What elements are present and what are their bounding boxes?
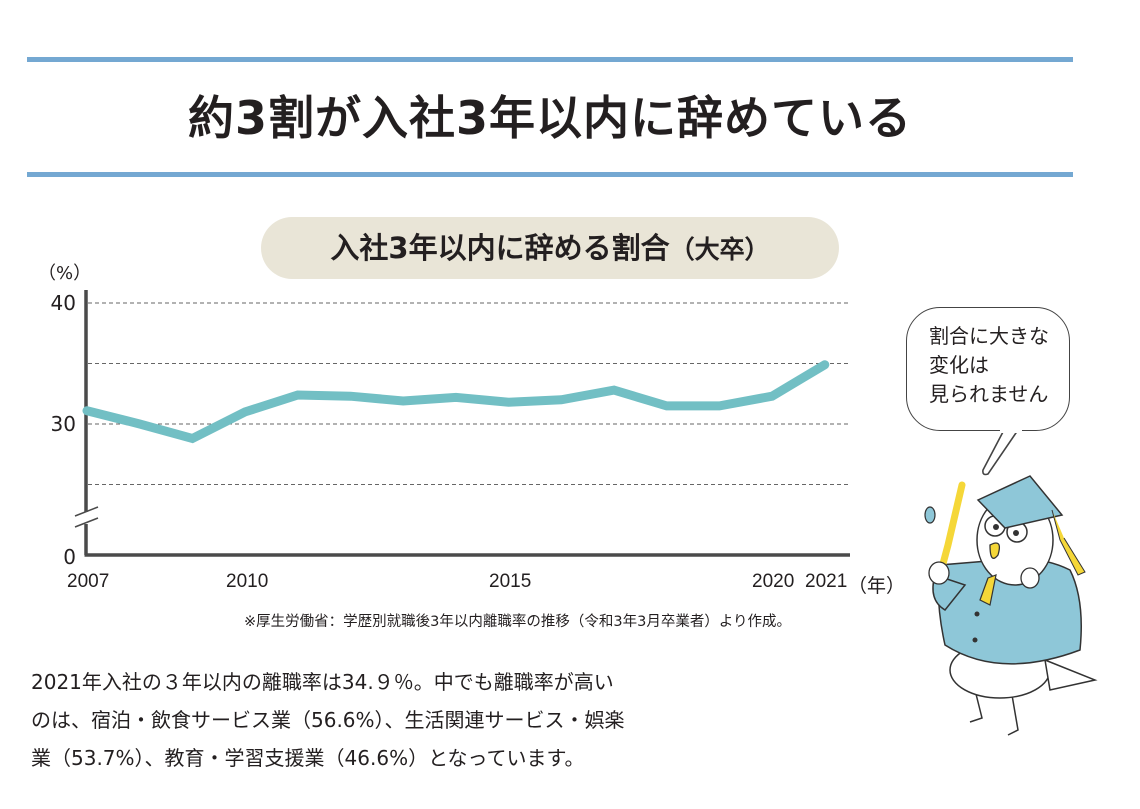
x-tick-2021: 2021 (805, 571, 848, 592)
bubble-line-1: 割合に大きな (929, 324, 1049, 348)
chart-title: 入社3年以内に辞める割合 (330, 231, 670, 265)
chart-title-pill: 入社3年以内に辞める割合（大卒） (261, 217, 839, 279)
page-title: 約3割が入社3年以内に辞めている (187, 91, 912, 145)
y-axis-unit: （%） (38, 263, 92, 284)
graduate-bird-illustration (924, 427, 1098, 736)
chart-subtitle: （大卒） (669, 235, 770, 264)
axis-break-icon (74, 506, 99, 528)
body-paragraph: 2021年入社の３年以内の離職率は34.９％。中でも離職率が高い のは、宿泊・飲… (31, 663, 721, 777)
x-tick-2010: 2010 (226, 571, 269, 592)
body-line-1: 2021年入社の３年以内の離職率は34.９％。中でも離職率が高い (31, 670, 614, 694)
x-tick-2015: 2015 (489, 571, 532, 592)
bottom-rule (27, 172, 1073, 177)
bubble-tail-icon (982, 429, 1019, 476)
x-tick-2007: 2007 (67, 571, 110, 592)
bubble-line-3: 見られません (929, 382, 1049, 406)
top-rule (27, 57, 1073, 62)
data-line (82, 360, 830, 444)
speech-bubble: 割合に大きな 変化は 見られません (906, 307, 1070, 431)
body-line-2: のは、宿泊・飲食サービス業（56.6%）、生活関連サービス・娯楽 (31, 708, 625, 732)
y-tick-0: 0 (63, 545, 76, 569)
bubble-line-2: 変化は (929, 353, 989, 377)
x-axis-unit: （年） (848, 576, 906, 597)
x-tick-2020: 2020 (752, 571, 795, 592)
body-line-3: 業（53.7%）、教育・学習支援業（46.6%）となっています。 (31, 746, 585, 770)
gridlines (88, 302, 850, 485)
y-tick-40: 40 (50, 291, 76, 315)
y-tick-30: 30 (50, 412, 76, 436)
source-note: ※厚生労働省：学歴別就職後3年以内離職率の推移（令和3年3月卒業者）より作成。 (244, 614, 792, 630)
